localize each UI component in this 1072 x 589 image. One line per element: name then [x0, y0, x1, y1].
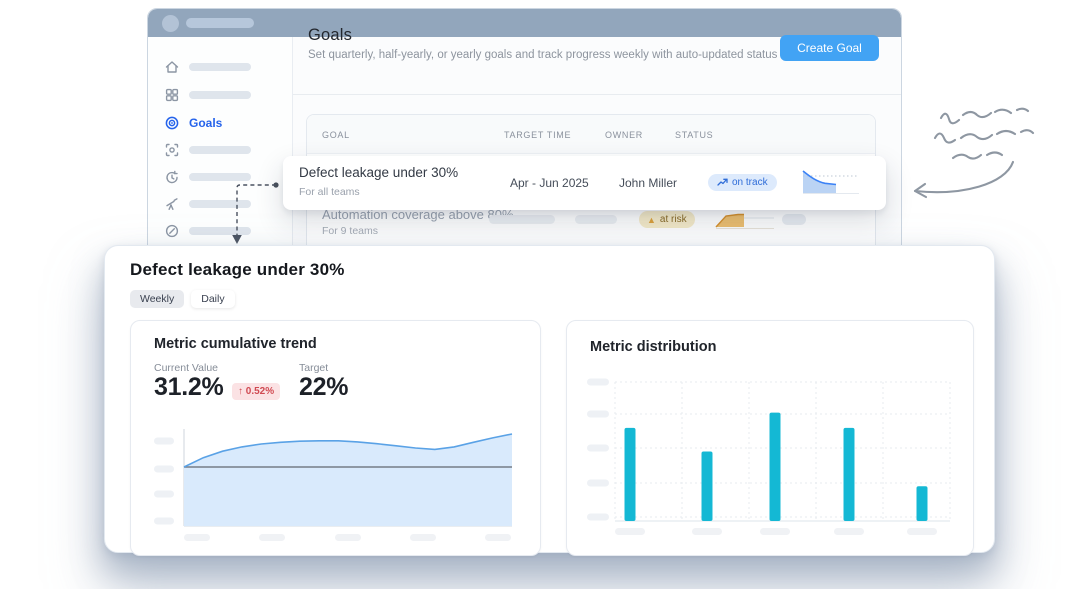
- sidebar-item-telescope[interactable]: [164, 194, 251, 214]
- owner-placeholder: [575, 215, 617, 224]
- sidebar-item-placeholder: [189, 91, 251, 99]
- column-header-goal: GOAL: [322, 130, 350, 140]
- sidebar-item-placeholder: [189, 63, 251, 71]
- column-header-owner: OWNER: [605, 130, 643, 140]
- x-axis-tick-placeholders: [615, 528, 937, 535]
- goal-title: Defect leakage under 30%: [299, 165, 459, 180]
- grid-lines: [614, 381, 951, 521]
- handwritten-annotation: [913, 107, 1035, 199]
- sparkline-at-risk: [715, 213, 774, 229]
- sidebar-item-placeholder: [189, 200, 251, 208]
- card-title: Metric cumulative trend: [154, 336, 317, 352]
- goal-subtitle: For all teams: [299, 186, 360, 198]
- page-title: Goals: [308, 26, 353, 44]
- goal-owner: John Miller: [619, 176, 678, 190]
- sidebar-item-goals[interactable]: Goals: [164, 113, 222, 133]
- window-titlebar: [148, 9, 901, 37]
- y-axis-tick-placeholders: [587, 378, 609, 521]
- sidebar-item-label: Goals: [189, 116, 223, 130]
- goal-row-card-defect-leakage[interactable]: Defect leakage under 30% For all teams A…: [283, 156, 886, 210]
- bars: [624, 412, 928, 521]
- row-menu-placeholder: [782, 214, 806, 225]
- table-row-automation-coverage[interactable]: Automation coverage above 80% For 9 team…: [307, 154, 875, 259]
- card-title: Metric distribution: [590, 339, 717, 355]
- goal-subtitle: For 9 teams: [322, 225, 379, 237]
- tab-daily[interactable]: Daily: [191, 290, 235, 308]
- status-badge-at-risk: ▲ at risk: [639, 211, 695, 228]
- focus-icon: [165, 143, 179, 157]
- target-label: Target: [299, 362, 329, 374]
- target-value: 22%: [299, 373, 349, 401]
- sidebar-item-gauge[interactable]: [164, 221, 251, 241]
- sidebar-item-dashboard[interactable]: [164, 85, 251, 105]
- home-icon: [165, 61, 179, 73]
- cumulative-trend-chart: [154, 429, 513, 541]
- sidebar-item-history[interactable]: [164, 167, 251, 187]
- goal-target-time: Apr - Jun 2025: [510, 176, 589, 190]
- target-time-placeholder: [489, 215, 555, 224]
- status-text: at risk: [659, 214, 687, 225]
- sidebar-item-placeholder: [189, 146, 251, 154]
- warning-icon: ▲: [647, 214, 656, 225]
- x-axis-tick-placeholders: [184, 534, 511, 541]
- status-badge-on-track: on track: [708, 174, 777, 191]
- y-axis-tick-placeholders: [154, 437, 174, 525]
- status-text: on track: [732, 177, 768, 188]
- panel-title: Defect leakage under 30%: [130, 260, 345, 279]
- page-subtitle: Set quarterly, half-yearly, or yearly go…: [308, 49, 778, 61]
- metric-distribution-card: Metric distribution: [566, 320, 974, 556]
- tab-weekly[interactable]: Weekly: [130, 290, 185, 308]
- trend-up-icon: [717, 178, 728, 186]
- create-goal-button[interactable]: Create Goal: [780, 35, 879, 61]
- current-value-label: Current Value: [154, 362, 219, 374]
- goal-detail-panel: Defect leakage under 30% Weekly Daily Me…: [104, 245, 995, 556]
- column-header-status: STATUS: [675, 130, 714, 140]
- telescope-icon: [166, 198, 178, 210]
- titlebar-avatar: [162, 15, 179, 32]
- distribution-chart: [587, 378, 951, 535]
- column-header-target-time: TARGET TIME: [504, 130, 572, 140]
- titlebar-title-placeholder: [186, 18, 254, 28]
- history-clock-icon: [166, 170, 178, 184]
- goal-title: Automation coverage above 80%: [322, 207, 514, 222]
- header-divider: [293, 94, 901, 95]
- gauge-icon: [165, 224, 179, 238]
- sidebar-item-focus[interactable]: [164, 140, 251, 160]
- sidebar-item-placeholder: [189, 227, 251, 235]
- metric-cumulative-trend-card: Metric cumulative trend Current Value 31…: [130, 320, 541, 556]
- current-value: 31.2%: [154, 373, 224, 401]
- table-header-row: GOAL TARGET TIME OWNER STATUS: [307, 115, 875, 154]
- dashboard-icon: [165, 88, 179, 102]
- sidebar-item-placeholder: [189, 173, 251, 181]
- connector-arrow: [232, 182, 279, 244]
- sparkline-on-track: [802, 170, 859, 194]
- delta-badge: ↑ 0.52%: [232, 383, 281, 400]
- goals-target-icon: [165, 116, 179, 130]
- granularity-tabs: Weekly Daily: [130, 290, 235, 308]
- sidebar-item-home[interactable]: [164, 57, 251, 77]
